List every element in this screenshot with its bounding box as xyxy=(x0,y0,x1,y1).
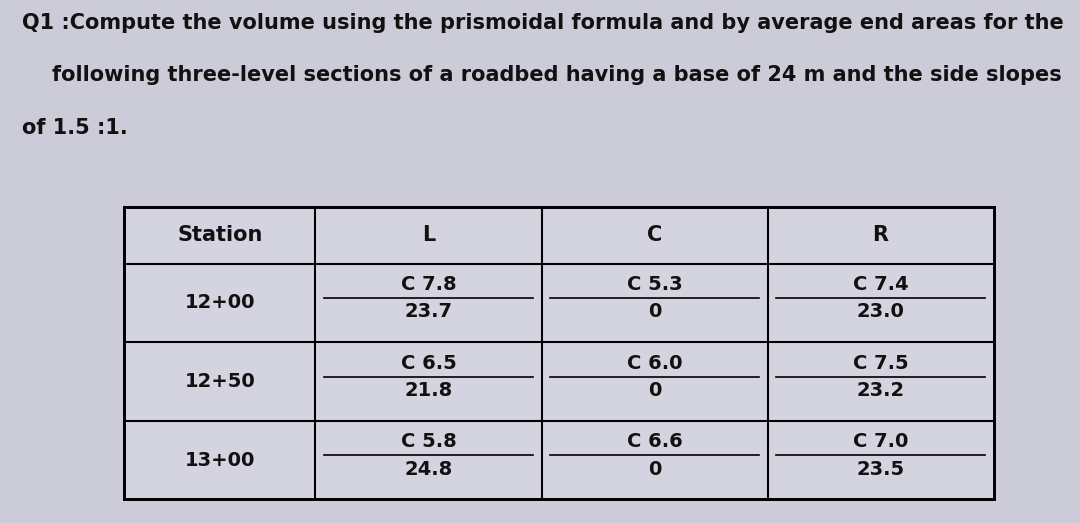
Text: 13+00: 13+00 xyxy=(185,451,255,470)
Text: 23.7: 23.7 xyxy=(405,302,453,322)
Text: 0: 0 xyxy=(648,381,661,400)
Text: 21.8: 21.8 xyxy=(404,381,453,400)
Text: C: C xyxy=(647,225,662,245)
Text: C 7.4: C 7.4 xyxy=(853,275,908,294)
Text: Q1 :Compute the volume using the prismoidal formula and by average end areas for: Q1 :Compute the volume using the prismoi… xyxy=(22,13,1064,33)
Text: 23.5: 23.5 xyxy=(856,460,905,479)
Text: L: L xyxy=(422,225,435,245)
Text: 23.2: 23.2 xyxy=(856,381,905,400)
Text: C 6.0: C 6.0 xyxy=(626,354,683,373)
Text: C 6.6: C 6.6 xyxy=(626,433,683,451)
Text: of 1.5 :1.: of 1.5 :1. xyxy=(22,118,127,138)
Text: 0: 0 xyxy=(648,460,661,479)
Text: C 5.8: C 5.8 xyxy=(401,433,457,451)
Text: 12+50: 12+50 xyxy=(185,372,255,391)
Text: 12+00: 12+00 xyxy=(185,293,255,312)
Text: C 6.5: C 6.5 xyxy=(401,354,457,373)
Text: C 7.8: C 7.8 xyxy=(401,275,457,294)
Text: 0: 0 xyxy=(648,302,661,322)
Text: C 5.3: C 5.3 xyxy=(626,275,683,294)
Text: following three-level sections of a roadbed having a base of 24 m and the side s: following three-level sections of a road… xyxy=(52,65,1062,85)
Text: C 7.5: C 7.5 xyxy=(853,354,908,373)
Text: R: R xyxy=(873,225,889,245)
Text: 23.0: 23.0 xyxy=(856,302,905,322)
Text: 24.8: 24.8 xyxy=(404,460,453,479)
Text: C 7.0: C 7.0 xyxy=(853,433,908,451)
Text: Station: Station xyxy=(177,225,262,245)
